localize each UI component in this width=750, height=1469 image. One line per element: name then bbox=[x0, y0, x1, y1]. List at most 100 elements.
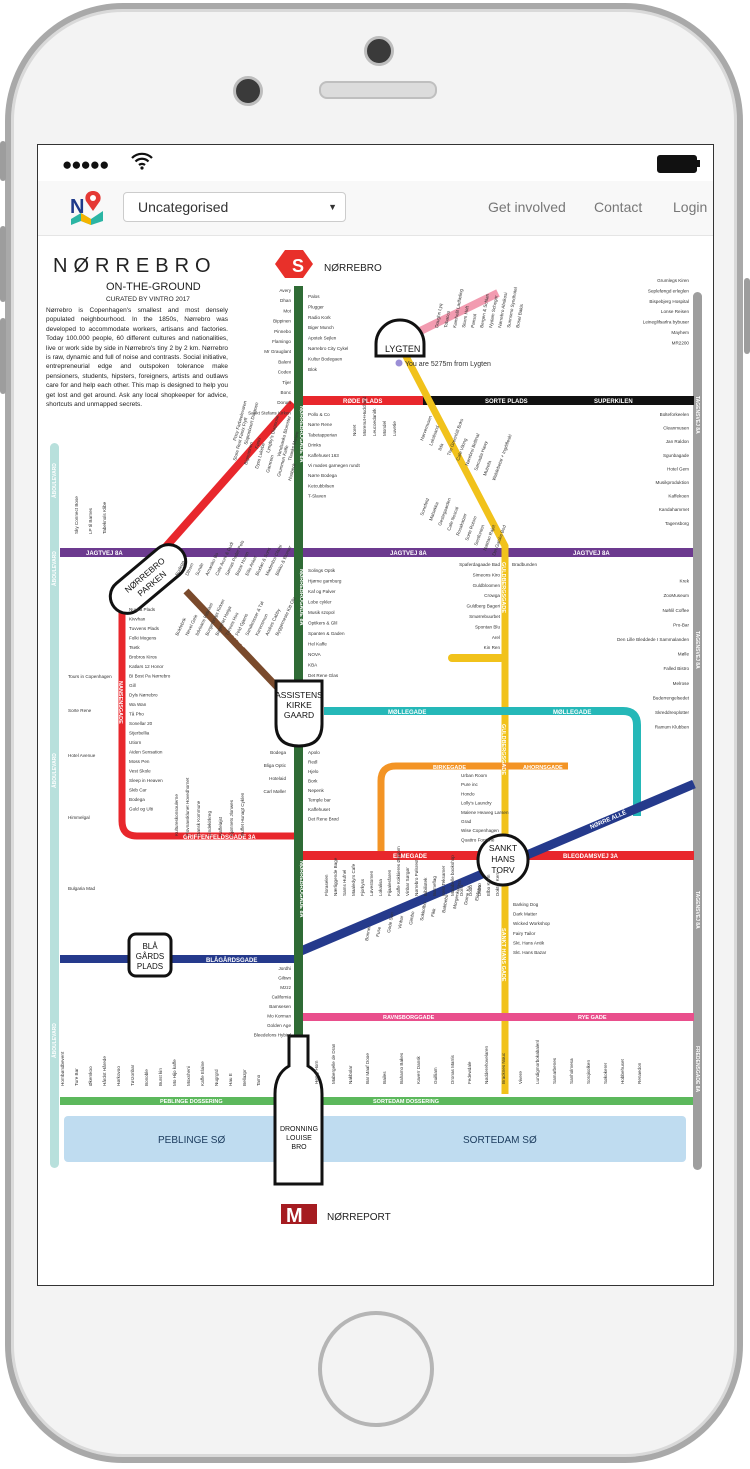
nansensgade-stop-label: Kivvhan bbox=[129, 617, 146, 622]
jagtvej-mid-stop-label: Lobe cykler bbox=[308, 600, 332, 605]
jagtvej-right-stop-label: Skreddreoplotter bbox=[655, 710, 689, 715]
misc-vertical-stop-label: Løvestomen bbox=[369, 870, 374, 896]
guldbergsgade-stop-label: Spontan Blu bbox=[475, 624, 500, 629]
category-select[interactable]: Uncategorised ▼ bbox=[123, 192, 346, 222]
map-subtitle: ON-THE-GROUND bbox=[106, 281, 201, 293]
blaagaard-diag-stop-label: Buffet Hunagt Cyklen bbox=[240, 792, 245, 836]
home-button[interactable] bbox=[318, 1311, 434, 1427]
map-title: NØRREBRO bbox=[53, 255, 217, 277]
ravnsborggade-bottom-stop-label: Samarbenes bbox=[552, 1057, 557, 1084]
chevron-down-icon: ▼ bbox=[328, 202, 337, 212]
jagtvej-right-stop-label: Ramum Klubben bbox=[655, 725, 690, 730]
stengade-line bbox=[160, 400, 296, 553]
dronning-louise-bro-hub[interactable] bbox=[273, 1034, 324, 1186]
ravnsborggade-bottom-stop-label: Fedewdale bbox=[467, 1061, 472, 1084]
birkegade-label: BIRKEGADE bbox=[433, 765, 466, 771]
ravnsborggade-bottom-stop-label: Mabergelle de Dran bbox=[331, 1043, 336, 1084]
peblinge-bottom-stop-label: Ture Bar bbox=[74, 1068, 79, 1086]
ravnsborggade-bottom-stop-label: Sanholmesa bbox=[569, 1058, 574, 1084]
roede-plads-stop-label: Nørre Bodega bbox=[308, 473, 337, 478]
sankt-hans-stop-label: Skt. Hans Antik bbox=[513, 940, 545, 945]
dronning-label-2: LOUISE bbox=[286, 1135, 312, 1142]
noerrebrogade-left-stop-label: Mot bbox=[283, 308, 291, 313]
proximity-sensor bbox=[233, 76, 263, 106]
peblinge-bottom-stop-label: Bonoble bbox=[144, 1069, 149, 1086]
nav-contact-link[interactable]: Contact bbox=[594, 199, 643, 215]
aaboulevard-label-3: ÅBOULEVARD bbox=[51, 1023, 58, 1058]
ravnsborggade-bottom-stop-label: Bar Maaf Dooe bbox=[365, 1053, 370, 1084]
s-train-glyph: S bbox=[292, 256, 304, 276]
blaagaard-diag-stop-label: Flovnavsklunet Hovedhornet bbox=[185, 777, 190, 836]
guldbergsgade-stop-label: Smørrebuurbet bbox=[469, 614, 501, 619]
ravnsborggade-line bbox=[301, 1013, 694, 1021]
right-top-stop-label: Lonse Reisen bbox=[661, 309, 690, 314]
baggesensgade-stop-label: Ilda bbox=[437, 442, 444, 451]
ravnsborggade-bottom-stop-label: Bracknes Nouc bbox=[501, 1052, 506, 1084]
faelledvej-stop-label: Fuse bbox=[375, 926, 382, 937]
elmegade-label: ELMEGADE bbox=[393, 854, 427, 860]
sorte-plads-stop-label: Morenut+Hudchard bbox=[362, 396, 367, 436]
norrebro-map[interactable]: PEBLINGE SØ SORTEDAM SØ JAGTVEJ 8A JAGTV… bbox=[38, 236, 713, 1286]
roede-plads-stop-label: Pollo & Co bbox=[308, 412, 330, 417]
dronning-left-stop-label: Bleedelons Hybird bbox=[254, 1033, 292, 1038]
noerrebrogade-label-2: NØRREBROGADE 8A bbox=[298, 569, 304, 626]
peblinge-lake-label: PEBLINGE SØ bbox=[158, 1135, 225, 1146]
sankt-hans-label-2: HANS bbox=[491, 854, 515, 864]
right-middle-stop-label: Sgunbagade bbox=[663, 453, 690, 458]
dronning-left-stop-label: Giltwn bbox=[278, 976, 291, 981]
lygten-hub[interactable] bbox=[374, 318, 426, 358]
sankt-hans-stop-label: Fairy Tailor bbox=[513, 931, 536, 936]
faelledvej-stop-label: Gode Sun bbox=[386, 911, 395, 933]
noerrebro-parken-hub[interactable]: NØRREBRO PARKEN bbox=[103, 538, 192, 621]
nansensgade-stop-label: Moss Pen bbox=[129, 759, 150, 764]
ravnsborggade-label: RAVNSBORGGADE bbox=[383, 1015, 435, 1021]
sorte-plads-stop-label: Luvetie bbox=[392, 421, 397, 436]
assistens-hub[interactable] bbox=[274, 679, 324, 748]
jagtvej-mid-stop-label: NOVA bbox=[308, 652, 322, 657]
dronning-left-stop-label: Jordhi bbox=[278, 966, 291, 971]
misc-vertical-stop-label: Nørrebro Pølsrest bbox=[414, 859, 419, 896]
roede-plads-stop-label: T-Slaven bbox=[308, 494, 327, 499]
griffenfeld-label: GRIFFENFELDSGADE 3A bbox=[183, 835, 256, 841]
peblinge-bottom-stop-label: Bellazpr bbox=[242, 1069, 247, 1086]
blaagaards-plads-hub[interactable] bbox=[127, 932, 173, 978]
right-top-stop-label: Bispebjerg Hospital bbox=[649, 299, 689, 304]
sankt-hans-torv-hub[interactable] bbox=[476, 833, 530, 887]
birkegade-lower-stop-label: Urban Room bbox=[461, 773, 487, 778]
s-train-icon[interactable] bbox=[275, 250, 313, 278]
vintro-logo-icon[interactable]: N bbox=[69, 189, 105, 225]
tagensvej-label-2: TAGENSVEJ 8A bbox=[694, 631, 700, 669]
left-misc-stop-label: Bulgaria Mad bbox=[68, 886, 96, 891]
dronning-label-1: DRONNING bbox=[280, 1126, 318, 1133]
nansensgade-stop-label: BI Bost Pa Nørrebro bbox=[129, 674, 171, 679]
assistens-label-3: GAARD bbox=[284, 710, 314, 720]
moellegade-mid-stop-label: Kaffehuset bbox=[308, 807, 331, 812]
roede-plads-stop-label: Vi mødes garnegen rundt bbox=[308, 463, 360, 468]
aaboulevard-line bbox=[50, 443, 59, 1168]
sortedam-lake-label: SORTEDAM SØ bbox=[463, 1135, 537, 1146]
roede-plads-label: RØDE PLADS bbox=[343, 399, 382, 405]
sorte-plads-stop-label: Noret bbox=[352, 424, 357, 436]
guldbergsgade-stop-label: Guldberg Bageri bbox=[467, 604, 500, 609]
nansensgade-stop-label: Sleep in Heaven bbox=[129, 778, 163, 783]
nav-get-involved-link[interactable]: Get involved bbox=[488, 199, 566, 215]
right-middle-stop-label: Musikproduktion bbox=[656, 480, 690, 485]
peblinge-bottom-stop-label: Tamo bbox=[256, 1074, 261, 1086]
blaagaards-label-3: PLADS bbox=[137, 962, 163, 971]
nansensgade-stop-label: Gill bbox=[129, 683, 136, 688]
jagtvej-label-3: JAGTVEJ 8A bbox=[573, 551, 610, 557]
birkegade-lower-stop-label: Hondo bbox=[461, 791, 475, 796]
jagtvej-mid-stop-label: Hel Kaffe bbox=[308, 642, 327, 647]
jagtvej-mid-stop-label: Solings Optik bbox=[308, 568, 336, 573]
moellegade-mid-stop-label: Hjelo bbox=[308, 769, 319, 774]
metro-icon[interactable] bbox=[281, 1204, 317, 1224]
dronning-left-stop-label: California bbox=[272, 995, 292, 1000]
nav-login-link[interactable]: Login bbox=[673, 199, 708, 215]
nansensgade-stop-label: Tå Pho bbox=[129, 711, 144, 717]
aaboulevard-label-2: ÅBOULEVARD bbox=[51, 753, 58, 788]
blaagaard-diag-stop-label: Kjønnets Jlonwes bbox=[229, 799, 234, 836]
norrebro-map-svg[interactable]: PEBLINGE SØ SORTEDAM SØ JAGTVEJ 8A JAGTV… bbox=[38, 236, 713, 1286]
volume-up-button bbox=[0, 226, 6, 302]
assistens-stop-label: Bliga Optic bbox=[264, 763, 287, 768]
faelledvej-stop-label: Vinbar bbox=[397, 915, 404, 929]
